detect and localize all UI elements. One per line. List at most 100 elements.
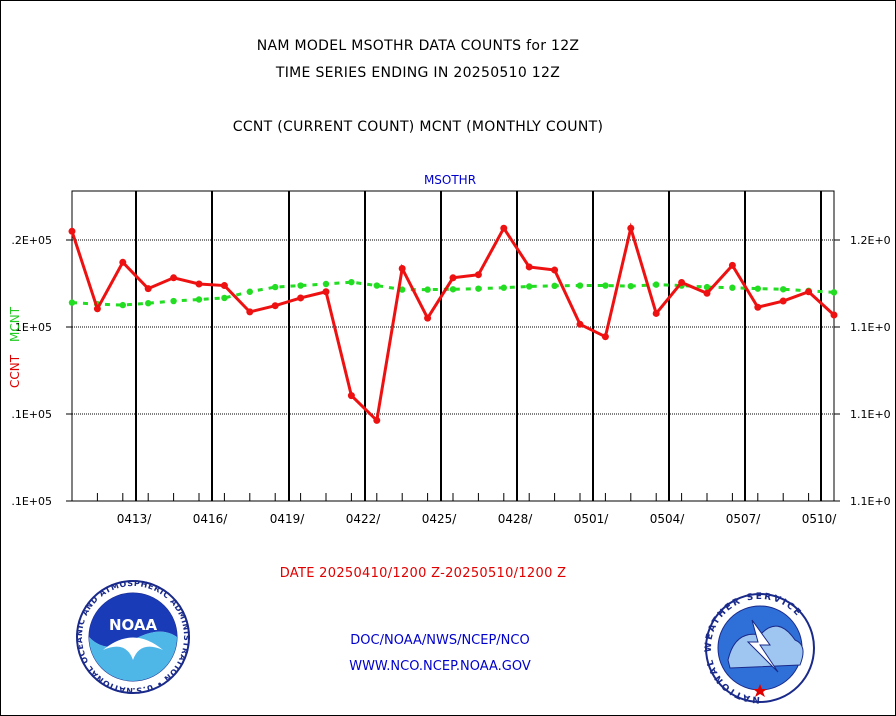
x-tick-label: 0428/ bbox=[498, 512, 534, 526]
gridlines bbox=[72, 191, 834, 501]
noaa-logo: NATIONAL OCEANIC AND ATMOSPHERIC ADMINIS… bbox=[0, 0, 191, 695]
ccnt-point bbox=[195, 280, 203, 288]
y-left-tick-label: .2E+05 bbox=[11, 234, 52, 247]
ccnt-point bbox=[754, 303, 762, 311]
ccnt-point bbox=[474, 271, 482, 279]
ccnt-point bbox=[373, 416, 381, 424]
plot-area bbox=[71, 190, 835, 502]
series-ccnt bbox=[68, 222, 838, 424]
mcnt-point bbox=[322, 280, 330, 288]
x-tick-label: 0501/ bbox=[574, 512, 610, 526]
chart-subtitle-time: TIME SERIES ENDING IN 20250510 12Z bbox=[275, 65, 561, 81]
ccnt-point bbox=[652, 309, 660, 317]
ccnt-point bbox=[170, 274, 178, 282]
ccnt-point bbox=[525, 263, 533, 271]
x-tick-label: 0510/ bbox=[802, 512, 838, 526]
y-axis-right-ticks: 1.2E+0 1.1E+0 1.1E+0 1.1E+0 bbox=[834, 234, 891, 508]
mcnt-point bbox=[551, 282, 558, 290]
mcnt-point bbox=[754, 285, 761, 292]
mcnt-line bbox=[71, 280, 835, 307]
ccnt-point bbox=[551, 266, 559, 274]
ccnt-point bbox=[830, 311, 838, 319]
ccnt-point bbox=[220, 282, 228, 290]
mcnt-point bbox=[297, 282, 304, 289]
y-left-tick-label: .1E+05 bbox=[11, 495, 52, 508]
ccnt-point bbox=[93, 305, 101, 313]
y-left-tick-label: .1E+05 bbox=[11, 321, 52, 334]
website-link[interactable]: WWW.NCO.NCEP.NOAA.GOV bbox=[349, 659, 531, 674]
date-range: DATE 20250410/1200 Z-20250510/1200 Z bbox=[279, 566, 567, 581]
mcnt-point bbox=[475, 285, 482, 292]
y-axis-left-ticks: .2E+05 .1E+05 .1E+05 .1E+05 bbox=[11, 234, 72, 508]
x-tick-label: 0422/ bbox=[346, 512, 382, 526]
chart-title: NAM MODEL MSOTHR DATA COUNTS for 12Z bbox=[256, 38, 580, 54]
ccnt-point bbox=[322, 288, 330, 296]
mcnt-point bbox=[576, 282, 584, 289]
mcnt-point bbox=[526, 283, 533, 290]
ccnt-point bbox=[144, 285, 152, 293]
series-mcnt bbox=[68, 278, 838, 309]
noaa-ring-text: NATIONAL OCEANIC AND ATMOSPHERIC ADMINIS… bbox=[0, 0, 190, 695]
ccnt-point bbox=[271, 302, 279, 310]
ccnt-point bbox=[627, 224, 635, 232]
noaa-logo-text: NOAA bbox=[109, 616, 158, 634]
org-path-link[interactable]: DOC/NOAA/NWS/NCEP/NCO bbox=[350, 633, 530, 648]
mcnt-point bbox=[500, 284, 507, 291]
y-right-tick-label: 1.1E+0 bbox=[850, 495, 891, 508]
chart-legend-description: CCNT (CURRENT COUNT) MCNT (MONTHLY COUNT… bbox=[232, 119, 604, 135]
mcnt-point bbox=[373, 282, 380, 289]
ccnt-point bbox=[576, 320, 584, 328]
mcnt-point bbox=[602, 282, 609, 289]
ccnt-point bbox=[805, 288, 813, 296]
ccnt-point bbox=[347, 392, 355, 400]
ccnt-point bbox=[68, 227, 76, 235]
ccnt-point bbox=[601, 333, 609, 341]
mcnt-point bbox=[729, 284, 736, 291]
nws-logo: NATIONAL WEATHER SERVICE bbox=[704, 592, 815, 704]
y-axis-label-ccnt: CCNT bbox=[8, 354, 22, 388]
ccnt-point bbox=[779, 297, 787, 305]
mcnt-point bbox=[246, 288, 253, 295]
ccnt-point bbox=[424, 314, 432, 322]
x-tick-label: 0425/ bbox=[422, 512, 458, 526]
mcnt-point bbox=[399, 286, 406, 293]
x-tick-label: 0416/ bbox=[193, 512, 229, 526]
ccnt-point bbox=[119, 258, 127, 266]
svg-text:NATIONAL OCEANIC AND ATMOSPHER: NATIONAL OCEANIC AND ATMOSPHERIC ADMINIS… bbox=[0, 0, 191, 695]
ccnt-point bbox=[678, 278, 686, 286]
mcnt-point bbox=[449, 286, 457, 293]
ccnt-point bbox=[297, 294, 305, 302]
mcnt-point bbox=[348, 278, 355, 286]
mcnt-point bbox=[195, 296, 203, 303]
x-tick-label: 0413/ bbox=[117, 512, 153, 526]
y-left-tick-label: .1E+05 bbox=[11, 408, 52, 421]
mcnt-point bbox=[272, 283, 279, 291]
ccnt-point bbox=[703, 289, 711, 297]
ccnt-point bbox=[246, 308, 254, 316]
mcnt-point bbox=[780, 286, 787, 293]
y-axis-label-mcnt: MCNT bbox=[8, 306, 22, 342]
mcnt-point bbox=[119, 301, 127, 309]
mcnt-point bbox=[424, 286, 431, 293]
mcnt-point bbox=[221, 294, 228, 302]
ccnt-point bbox=[500, 224, 508, 232]
mcnt-point bbox=[68, 299, 76, 306]
y-right-tick-label: 1.1E+0 bbox=[850, 408, 891, 421]
mcnt-point bbox=[145, 300, 152, 307]
ccnt-line bbox=[70, 222, 836, 424]
ccnt-point bbox=[728, 261, 736, 269]
ccnt-point bbox=[449, 274, 457, 282]
mcnt-point bbox=[830, 289, 838, 296]
x-axis-ticks: 0413/0416/0419/0422/0425/0428/0501/0504/… bbox=[71, 493, 838, 526]
chart-series-subtitle: MSOTHR bbox=[424, 173, 476, 187]
mcnt-point bbox=[627, 282, 634, 290]
mcnt-point bbox=[703, 283, 711, 291]
x-tick-label: 0507/ bbox=[726, 512, 762, 526]
x-tick-label: 0504/ bbox=[650, 512, 686, 526]
ccnt-point bbox=[398, 265, 406, 272]
mcnt-point bbox=[170, 297, 177, 305]
y-right-tick-label: 1.1E+0 bbox=[850, 321, 891, 334]
y-right-tick-label: 1.2E+0 bbox=[850, 234, 891, 247]
mcnt-point bbox=[653, 281, 660, 288]
